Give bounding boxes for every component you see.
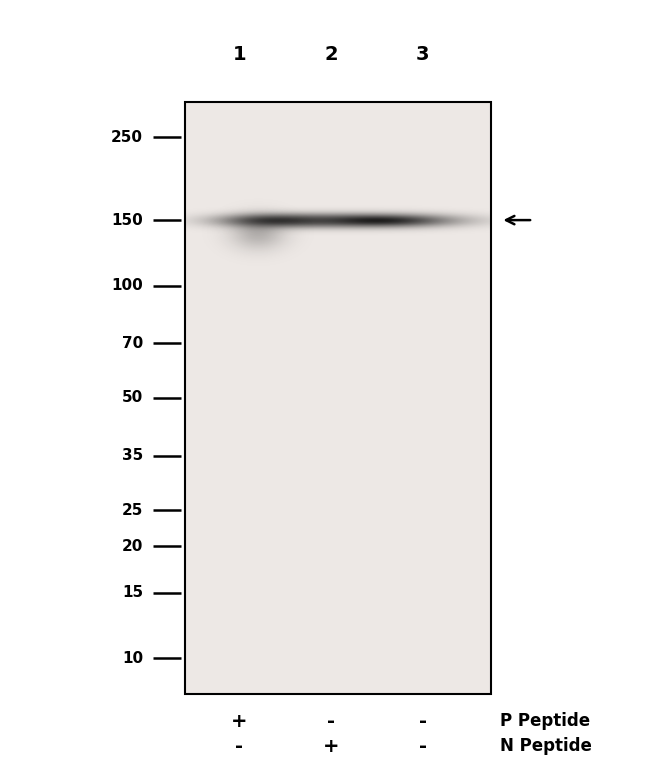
Text: 100: 100: [111, 278, 143, 293]
Text: -: -: [328, 712, 335, 731]
Text: 2: 2: [325, 45, 338, 64]
Text: 25: 25: [122, 503, 143, 517]
Text: +: +: [323, 737, 340, 756]
Text: -: -: [419, 737, 426, 756]
Text: 35: 35: [122, 448, 143, 463]
Text: 50: 50: [122, 390, 143, 405]
Text: N Peptide: N Peptide: [500, 738, 592, 755]
Text: 250: 250: [111, 130, 143, 145]
Text: 150: 150: [111, 212, 143, 227]
Text: -: -: [235, 737, 243, 756]
Text: 10: 10: [122, 651, 143, 666]
Text: 15: 15: [122, 585, 143, 601]
Text: -: -: [419, 712, 426, 731]
Text: 20: 20: [122, 539, 143, 554]
Text: P Peptide: P Peptide: [500, 713, 591, 730]
Text: 70: 70: [122, 336, 143, 351]
Text: +: +: [231, 712, 248, 731]
Text: 3: 3: [416, 45, 429, 64]
Text: 1: 1: [233, 45, 246, 64]
Bar: [185, 102, 491, 694]
